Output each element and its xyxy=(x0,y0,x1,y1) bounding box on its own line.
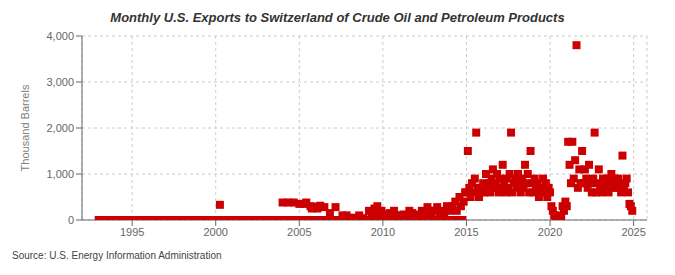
html-text:Monthly U.S. Exports to Switze: Monthly U.S. Exports to Switzerland of C… xyxy=(110,10,565,25)
svg-text:0: 0 xyxy=(68,214,74,226)
svg-text:2005: 2005 xyxy=(287,226,311,238)
svg-text:4,000: 4,000 xyxy=(46,30,74,42)
svg-text:3,000: 3,000 xyxy=(46,76,74,88)
svg-text:2015: 2015 xyxy=(454,226,478,238)
svg-text:2010: 2010 xyxy=(371,226,395,238)
svg-text:1,000: 1,000 xyxy=(46,168,74,180)
svg-text:2025: 2025 xyxy=(621,226,645,238)
svg-text:Thousand Barrels: Thousand Barrels xyxy=(19,84,31,171)
svg-text:2,000: 2,000 xyxy=(46,122,74,134)
svg-text:2020: 2020 xyxy=(538,226,562,238)
svg-text:2000: 2000 xyxy=(203,226,227,238)
svg-text:1995: 1995 xyxy=(120,226,144,238)
html-text:Source: U.S. Energy Informatio: Source: U.S. Energy Information Administ… xyxy=(12,250,222,261)
